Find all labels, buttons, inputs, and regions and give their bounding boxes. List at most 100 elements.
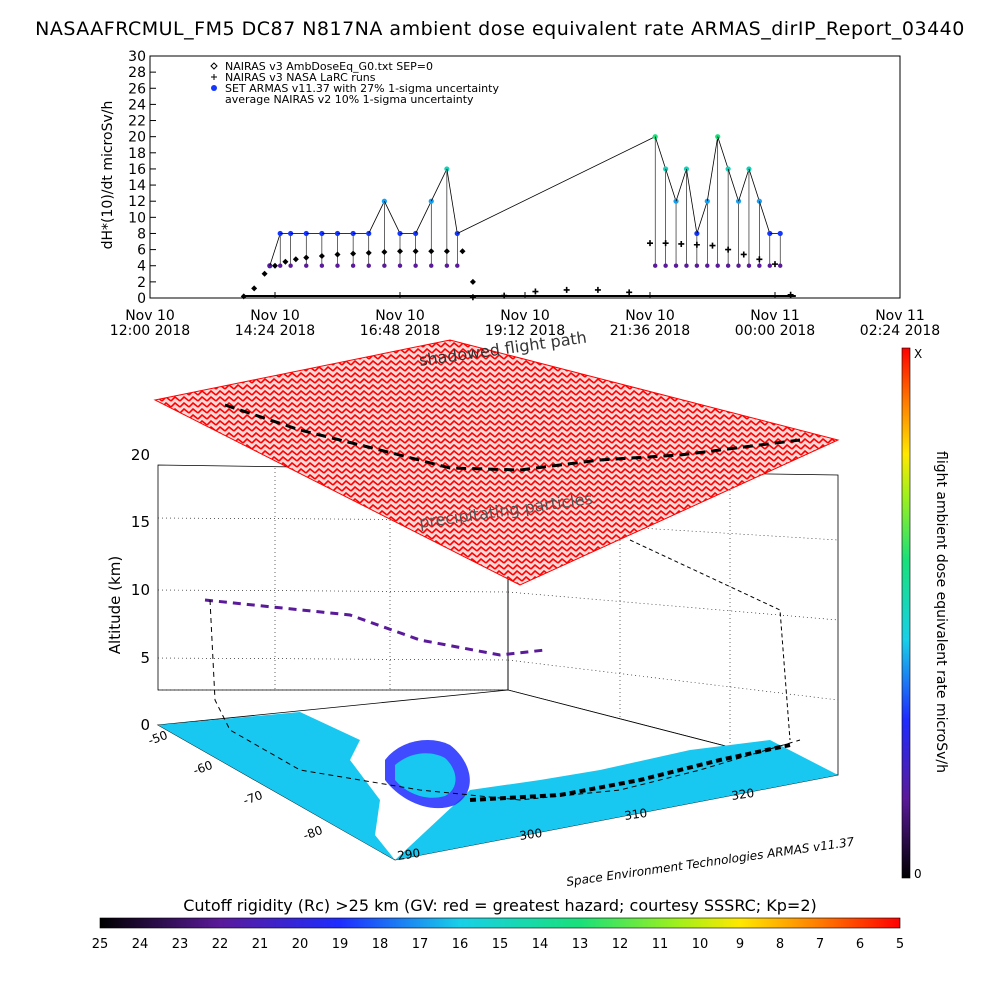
longitude-tick-label: 320 bbox=[730, 786, 755, 803]
armas-low-dot bbox=[746, 263, 752, 268]
rigidity-tick-label: 19 bbox=[332, 937, 349, 952]
latitude-tick-label: -80 bbox=[301, 823, 324, 843]
armas-low-dot bbox=[663, 263, 668, 268]
ts-x-tick-label-date: Nov 10 bbox=[625, 308, 675, 324]
armas-low-dot bbox=[736, 263, 741, 268]
armas-low-dot bbox=[350, 263, 356, 268]
annotation-armas-credit: Space Environment Technologies ARMAS v11… bbox=[565, 835, 855, 889]
armas-dot bbox=[683, 166, 690, 172]
ts-y-tick-label: 28 bbox=[128, 65, 146, 81]
armas-low-dot bbox=[757, 263, 762, 268]
nairas-plus-point bbox=[678, 240, 685, 247]
nairas-plus-point bbox=[740, 251, 747, 258]
nairas-plus-point bbox=[709, 242, 716, 249]
ocean-region-west bbox=[158, 712, 395, 860]
rigidity-colorbar-ticks: 25 24 23 22 21 20 19 18 17 16 15 14 13 12 11 10 9 8 7 6 5 bbox=[92, 937, 904, 952]
ts-x-tick-label-date: Nov 10 bbox=[250, 308, 300, 324]
nairas-diamond-point bbox=[292, 256, 299, 263]
legend-dot-icon bbox=[211, 85, 217, 91]
armas-connector-line bbox=[706, 136, 719, 202]
rigidity-tick-label: 20 bbox=[292, 937, 309, 952]
ts-y-tick-label: 20 bbox=[128, 130, 146, 146]
rigidity-tick-label: 18 bbox=[372, 937, 389, 952]
armas-low-dot bbox=[673, 263, 679, 268]
armas-connector-line bbox=[696, 201, 708, 234]
armas-dot bbox=[756, 198, 762, 204]
rigidity-tick-label: 14 bbox=[532, 937, 549, 952]
armas-dot bbox=[444, 166, 450, 172]
ts-ylabel: dH*(10)/dt microSv/h bbox=[100, 101, 116, 250]
flight-track-colored bbox=[204, 598, 546, 657]
nairas-diamond-point bbox=[240, 293, 247, 300]
ts-x-tick-label-time: 14:24 2018 bbox=[235, 323, 315, 339]
precipitating-particles-mesh bbox=[153, 339, 840, 586]
armas-connector-line bbox=[758, 201, 771, 234]
rigidity-tick-label: 6 bbox=[856, 937, 864, 952]
rigidity-tick-label: 22 bbox=[212, 937, 229, 952]
rigidity-tick-label: 17 bbox=[412, 937, 429, 952]
nairas-diamond-point bbox=[272, 262, 278, 269]
armas-low-dot bbox=[444, 263, 450, 268]
nairas-plus-point bbox=[501, 292, 508, 299]
ts-x-tick-label-time: 12:00 2018 bbox=[110, 323, 190, 339]
legend-entry-label: SET ARMAS v11.37 with 27% 1-sigma uncert… bbox=[225, 82, 499, 95]
rigidity-tick-label: 21 bbox=[252, 937, 269, 952]
ts-y-tick-label: 14 bbox=[128, 178, 146, 194]
legend-diamond-icon bbox=[210, 62, 218, 70]
rigidity-colorbar-gradient bbox=[99, 917, 901, 929]
armas-connector-line bbox=[446, 168, 458, 234]
altitude-tick-label: 10 bbox=[131, 581, 150, 599]
armas-low-dot bbox=[366, 263, 371, 268]
ts-y-tick-label: 30 bbox=[128, 49, 146, 65]
armas-connector-line bbox=[727, 168, 739, 202]
ts-y-tick-label: 4 bbox=[137, 259, 146, 275]
nairas-plus-point bbox=[647, 240, 653, 247]
ts-x-tick-label-time: 21:36 2018 bbox=[610, 323, 690, 339]
rigidity-tick-label: 13 bbox=[572, 937, 589, 952]
armas-low-dot bbox=[413, 263, 418, 268]
armas-low-dot bbox=[319, 263, 325, 268]
ts-x-tick-label-date: Nov 11 bbox=[875, 308, 925, 324]
armas-low-dot bbox=[725, 263, 731, 268]
nairas-plus-point bbox=[469, 294, 476, 301]
armas-low-dot bbox=[778, 263, 783, 268]
armas-connector-line bbox=[415, 201, 432, 234]
rigidity-tick-label: 25 bbox=[92, 937, 109, 952]
rigidity-tick-label: 8 bbox=[776, 937, 784, 952]
shadowed-flight-path bbox=[224, 403, 801, 472]
nairas-plus-point bbox=[532, 288, 539, 295]
armas-low-dot bbox=[382, 263, 387, 268]
rigidity-tick-label: 5 bbox=[896, 937, 904, 952]
ts-y-tick-label: 0 bbox=[137, 291, 146, 307]
ts-x-tick-label-time: 02:24 2018 bbox=[860, 323, 940, 339]
longitude-tick-label: 300 bbox=[518, 826, 543, 843]
armas-low-dot bbox=[705, 263, 710, 268]
armas-connector-line bbox=[675, 168, 687, 202]
dose-colorbar-gradient bbox=[901, 347, 911, 879]
armas-low-dot bbox=[335, 263, 340, 268]
nairas-plus-point bbox=[626, 289, 633, 296]
armas-connector-line bbox=[738, 168, 750, 202]
armas-connector-line bbox=[384, 201, 401, 234]
ts-y-tick-label: 26 bbox=[128, 81, 146, 97]
rigidity-tick-label: 23 bbox=[172, 937, 189, 952]
rigidity-tick-label: 15 bbox=[492, 937, 509, 952]
nairas-plus-point bbox=[563, 286, 570, 293]
armas-dot bbox=[777, 230, 783, 237]
ts-y-tick-label: 2 bbox=[137, 275, 146, 291]
latitude-tick-label: -50 bbox=[146, 728, 169, 748]
ts-x-tick-label-date: Nov 10 bbox=[125, 308, 175, 324]
ts-y-tick-label: 8 bbox=[137, 226, 146, 242]
nairas-diamond-point bbox=[282, 258, 289, 265]
coast-contour-inner bbox=[395, 753, 456, 798]
armas-connector-line bbox=[457, 136, 656, 234]
armas-connector-line bbox=[665, 168, 677, 202]
ts-x-tick-label-date: Nov 10 bbox=[375, 308, 425, 324]
altitude-tick-label: 0 bbox=[140, 716, 150, 734]
armas-connector-line bbox=[368, 201, 385, 234]
armas-low-dot bbox=[304, 263, 309, 268]
legend-entry-label: NAIRAS v3 NASA LaRC runs bbox=[225, 71, 376, 84]
armas-low-dot bbox=[694, 263, 700, 268]
